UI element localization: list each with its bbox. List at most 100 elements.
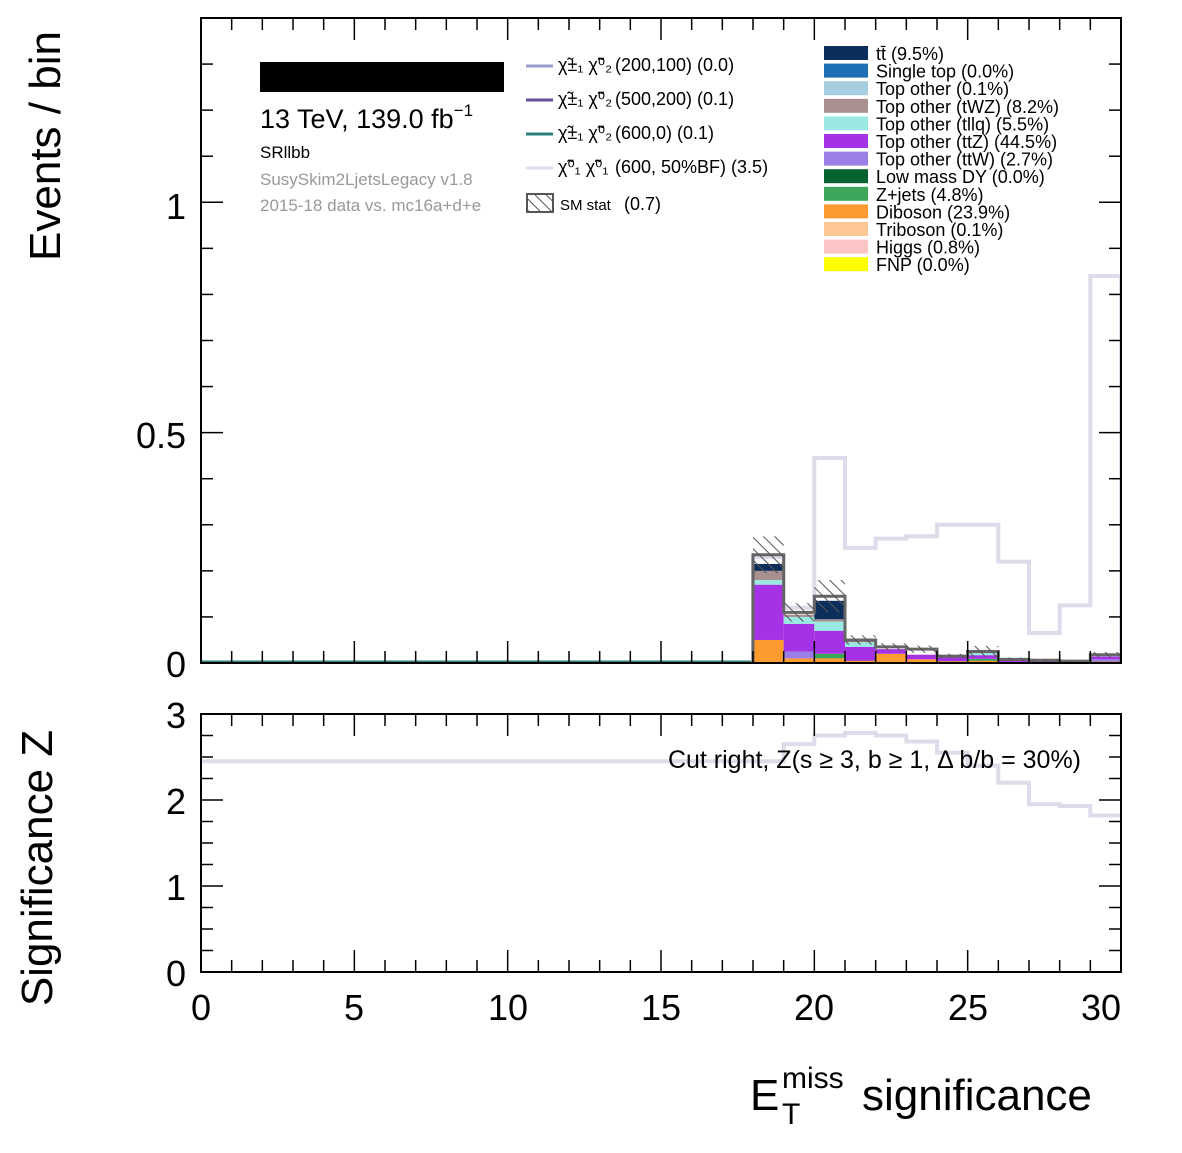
stack-bar-segment	[967, 655, 999, 659]
background-legend-swatch	[824, 151, 868, 166]
stack-bar-segment	[753, 570, 784, 581]
stack-bar-segment	[845, 660, 876, 663]
top-ylabel: Events / bin	[21, 31, 70, 261]
signal-legend-symbol: χ̃⁰₁ χ̃⁰₁	[558, 157, 608, 177]
background-legend-swatch	[824, 46, 868, 60]
background-legend-label: Top other (tWZ) (8.2%)	[876, 97, 1059, 117]
sm-stat-band	[967, 645, 999, 658]
background-legend-label: Single top (0.0%)	[876, 62, 1014, 82]
sm-stat-band	[845, 635, 876, 645]
background-legend-label: Triboson (0.1%)	[876, 220, 1003, 240]
stack-bar-segment	[906, 654, 937, 660]
stack-bar-segment	[967, 660, 999, 663]
sm-stat-band	[1029, 658, 1060, 662]
bottom-panel-ticks	[200, 713, 1122, 973]
background-legend-label: Low mass DY (0.0%)	[876, 167, 1045, 187]
stack-bar-segment	[783, 658, 815, 663]
x-axis-title-sup: miss	[782, 1062, 844, 1095]
bottom-ytick-label: 2	[166, 781, 186, 822]
sm-stat-band	[937, 653, 968, 659]
signal-legend: χ̃±₁ χ̃⁰₂ (200,100) (0.0) χ̃±₁ χ̃⁰₂ (500…	[526, 55, 768, 214]
energy-lumi-label: 13 TeV, 139.0 fb−1	[260, 101, 473, 134]
experiment-label-bar	[260, 62, 504, 92]
background-legend-label: Diboson (23.9%)	[876, 202, 1010, 222]
significance-annotation: Cut right, Z(s ≥ 3, b ≥ 1, Δ b/b = 30%)	[668, 746, 1081, 774]
x-axis-title: E miss T significance	[750, 1062, 1092, 1131]
signal-legend-label: (500,200) (0.1)	[615, 89, 734, 109]
top-ytick-label: 0	[166, 644, 186, 685]
background-legend-swatch	[824, 134, 868, 148]
sm-stat-band	[1090, 651, 1121, 658]
stack-bar-segment	[1029, 661, 1060, 663]
stack-bar-segment	[875, 653, 907, 663]
bottom-ytick-label: 3	[166, 695, 186, 736]
x-tick-label: 5	[344, 987, 364, 1028]
top-ytick-label: 1	[166, 186, 186, 227]
stack-bar-segment	[814, 619, 845, 622]
background-legend-label: Top other (ttW) (2.7%)	[876, 150, 1053, 170]
x-axis-title-rest: significance	[862, 1071, 1092, 1120]
stack-bar-segment	[814, 621, 845, 631]
signal-legend-label: (600, 50%BF) (3.5)	[615, 157, 768, 177]
x-axis-title-main: E	[750, 1071, 779, 1120]
bottom-ytick-label: 0	[166, 953, 186, 994]
bottom-panel: Significance Z 3 2 1 0 Cut right, Z(s ≥ …	[13, 695, 1122, 1006]
stack-bar-segment	[814, 653, 845, 659]
stack-bar-segment	[783, 623, 815, 652]
sm-stat-swatch	[526, 193, 554, 213]
framework-label: SusySkim2LjetsLegacy v1.8	[260, 170, 473, 189]
x-tick-label: 10	[488, 987, 528, 1028]
top-panel: Events / bin 1 0.5 0 13 TeV, 139.0 fb−1 …	[21, 17, 1122, 685]
stack-bar-segment	[814, 658, 845, 663]
x-tick-label: 30	[1081, 987, 1121, 1028]
signal-legend-symbol: χ̃±₁ χ̃⁰₂	[558, 89, 612, 109]
sm-stat-band	[1059, 660, 1091, 663]
signal-legend-symbol: χ̃±₁ χ̃⁰₂	[558, 123, 612, 143]
background-legend-label: Z+jets (4.8%)	[876, 185, 984, 205]
background-legend-swatch	[824, 204, 868, 219]
sm-stat-value: (0.7)	[624, 194, 661, 214]
top-ytick-label: 0.5	[136, 415, 186, 456]
stack-bar-segment	[753, 639, 784, 663]
significance-line	[201, 730, 1121, 818]
top-panel-ticks	[200, 17, 1122, 664]
signal-legend-symbol: χ̃±₁ χ̃⁰₂	[558, 55, 612, 75]
x-tick-label: 25	[948, 987, 988, 1028]
x-tick-label: 0	[191, 987, 211, 1028]
background-legend-swatch	[824, 239, 868, 254]
top-panel-marks	[201, 274, 1121, 663]
background-legend-swatch	[824, 257, 868, 272]
stack-bar-segment	[937, 657, 968, 662]
background-legend-label: Higgs (0.8%)	[876, 238, 980, 258]
sm-stat-band	[814, 580, 845, 613]
background-legend-swatch	[824, 116, 868, 131]
signal-legend-label: (200,100) (0.0)	[615, 55, 734, 75]
sm-stat-band	[998, 657, 1029, 662]
background-legend-swatch	[824, 169, 868, 184]
background-legend-swatch	[824, 186, 868, 201]
sm-stat-band	[906, 645, 937, 653]
background-legend-swatch	[824, 222, 868, 236]
background-legend-label: FNP (0.0%)	[876, 255, 970, 275]
x-tick-label: 15	[641, 987, 681, 1028]
stack-bar-segment	[845, 646, 876, 661]
stack-bar-segment	[967, 658, 999, 661]
background-legend-swatch	[824, 81, 868, 96]
background-legend: tt̄ (9.5%)Single top (0.0%)Top other (0.…	[824, 44, 1059, 275]
background-legend-label: Top other (ttZ) (44.5%)	[876, 132, 1057, 152]
stack-bar-segment	[753, 584, 784, 640]
stack-bar-segment	[783, 651, 815, 659]
sm-stat-label: SM stat	[560, 197, 612, 214]
bottom-ylabel: Significance Z	[13, 730, 62, 1006]
x-axis-title-sub: T	[782, 1098, 800, 1131]
bottom-panel-marks	[201, 730, 1121, 818]
bottom-ytick-label: 1	[166, 867, 186, 908]
signal-legend-label: (600,0) (0.1)	[615, 123, 714, 143]
dataset-label: 2015-18 data vs. mc16a+d+e	[260, 196, 481, 215]
sm-stat-band	[875, 643, 907, 651]
background-legend-label: Top other (tllq) (5.5%)	[876, 114, 1049, 134]
stack-bar-segment	[753, 580, 784, 585]
stack-bar-segment	[906, 659, 937, 663]
stack-bar-segment	[1090, 656, 1121, 660]
stack-bar-segment	[1090, 659, 1121, 662]
